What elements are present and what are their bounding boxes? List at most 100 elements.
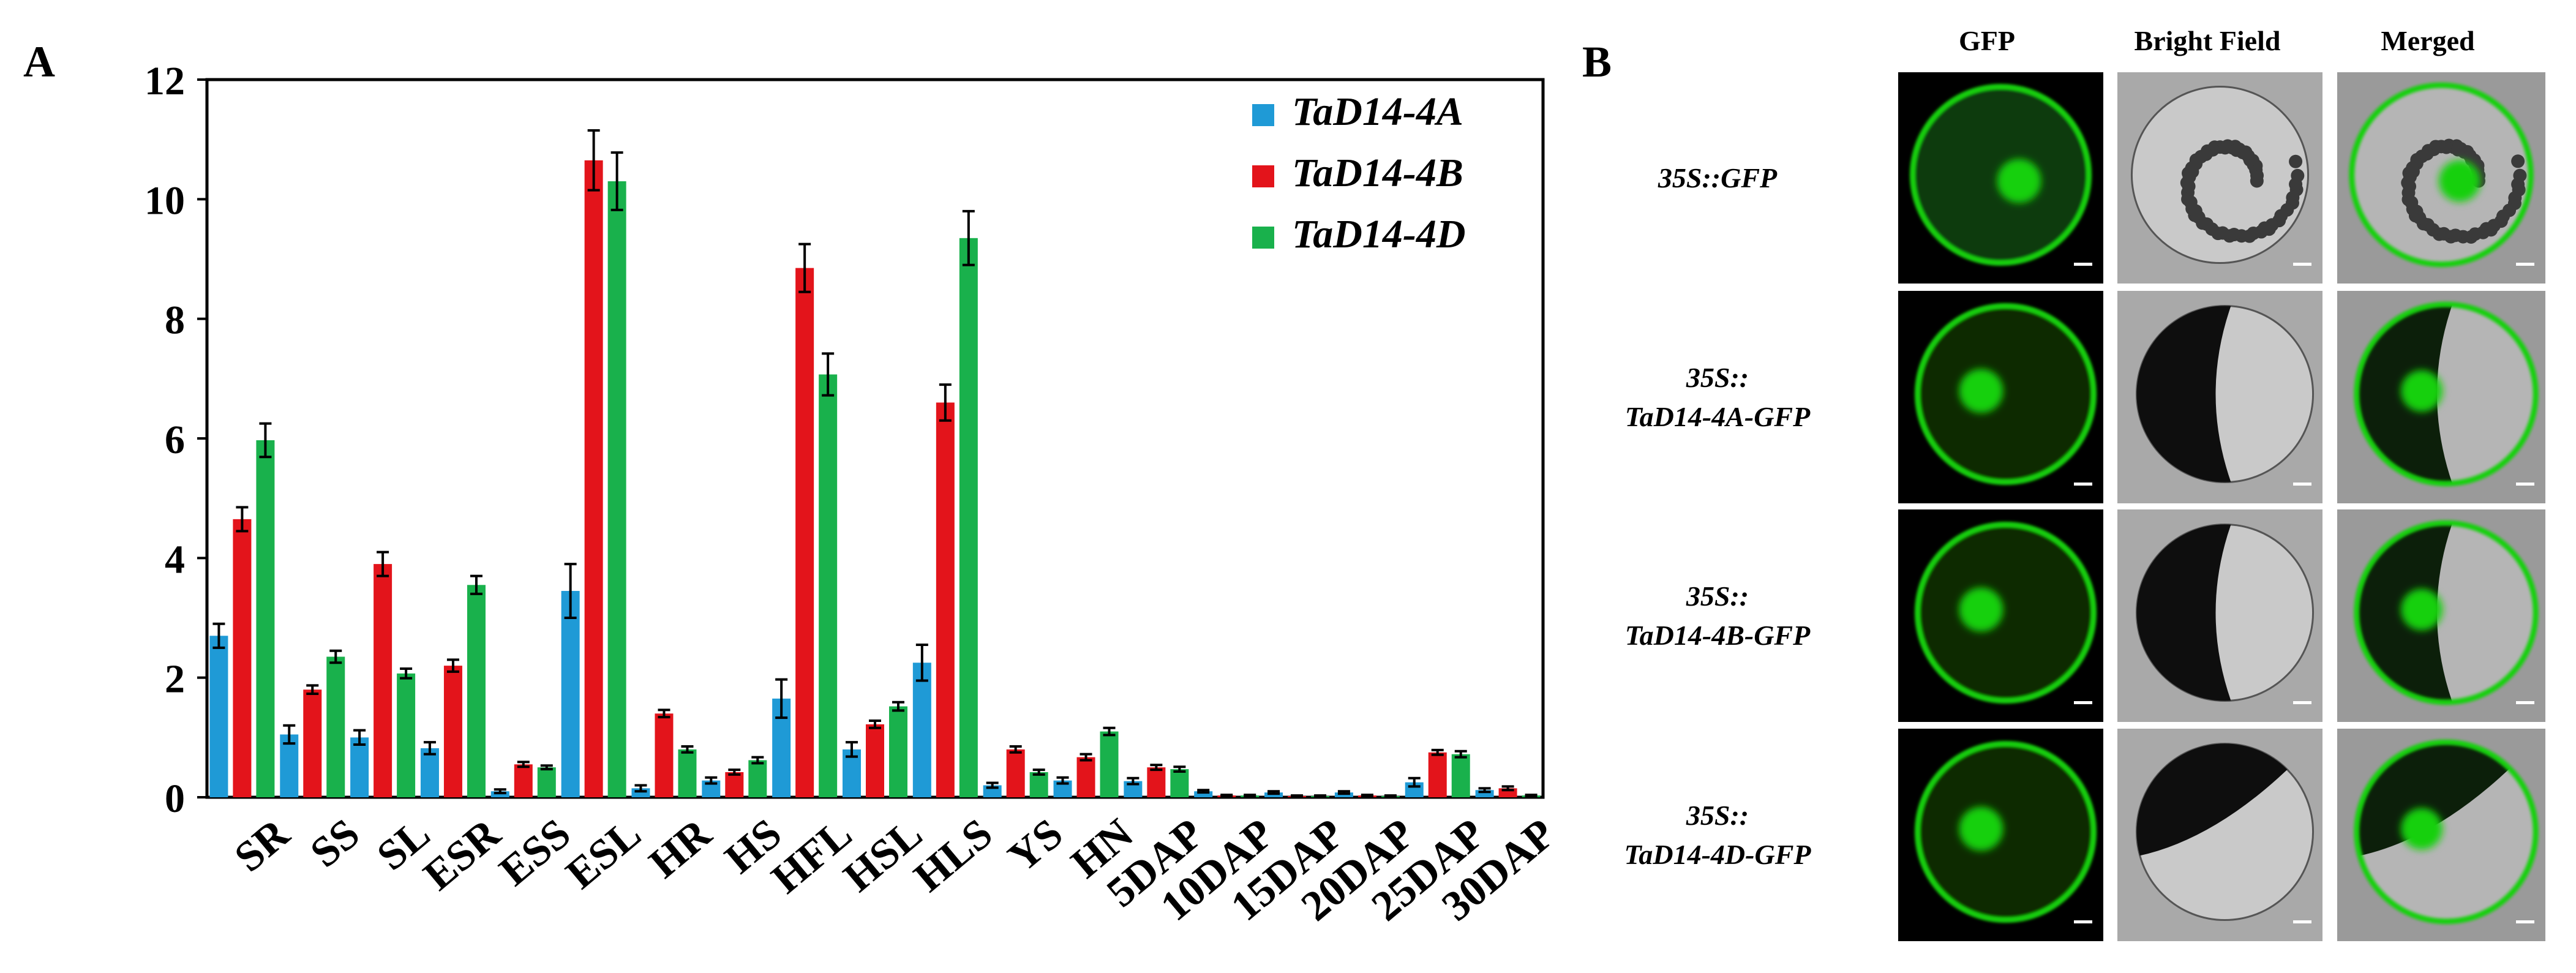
x-tick-label: HLS [906,810,1002,901]
legend-label-TaD14-4A: TaD14-4A [1292,89,1463,134]
row-label: 35S:: TaD14-4B-GFP [1574,577,1861,655]
panel-letter-a: A [23,37,55,86]
bar-TaD14-4B-SL [374,564,392,797]
bar-TaD14-4B-HR [655,713,674,797]
scale-bar [2516,263,2534,266]
bar-TaD14-4B-ESL [584,160,603,798]
bar-TaD14-4B-HS [725,772,744,797]
scale-bar [2293,263,2311,266]
bar-TaD14-4B-YS [1006,749,1025,797]
bar-TaD14-4A-HLS [912,663,931,797]
bar-TaD14-4D-ESL [607,181,626,797]
y-tick-label: 6 [165,418,185,462]
micrograph-r2-c3 [2337,291,2545,503]
y-tick-label: 12 [145,59,185,103]
x-tick-label: YS [999,810,1072,882]
micrograph-r1-c2 [2117,72,2323,284]
legend-swatch-TaD14-4B [1252,165,1274,187]
scale-bar [2074,483,2092,486]
bar-TaD14-4A-10DAP [1194,791,1213,797]
bar-TaD14-4D-5DAP [1170,769,1189,797]
scale-bar [2074,701,2092,704]
column-header-merged: Merged [2381,25,2475,56]
x-tick-label: HR [640,810,721,887]
bar-TaD14-4D-HLS [959,238,978,798]
scale-bar [2516,701,2534,704]
scale-bar [2516,483,2534,486]
bar-TaD14-4A-ESR [420,748,439,797]
x-tick-label: SR [226,810,299,881]
bar-TaD14-4D-HS [748,760,767,797]
row-label-line: TaD14-4B-GFP [1624,619,1811,651]
bar-TaD14-4A-30DAP [1475,790,1494,797]
scale-bar [2293,701,2311,704]
bar-TaD14-4B-ESS [514,764,533,797]
micrograph-r2-c2 [2117,291,2323,503]
bar-TaD14-4B-HSL [866,724,884,797]
scale-bar [2293,483,2311,486]
bar-TaD14-4B-HN [1076,757,1095,797]
row-label: 35S:: TaD14-4A-GFP [1574,358,1861,437]
chart-legend: TaD14-4A TaD14-4B TaD14-4D [1252,89,1466,257]
scale-bar [2516,920,2534,923]
y-tick-label: 2 [165,657,185,702]
bar-TaD14-4D-HFL [819,374,838,797]
micrograph-r1-c3 [2337,72,2545,284]
micrograph-r3-c3 [2337,509,2545,722]
panel-a: A 0 2 4 6 8 10 12 SR SS SL ESR ESS ESL HR HS HFL HSL HLS Y… [23,37,1564,930]
bar-TaD14-4B-25DAP [1428,752,1447,797]
micrograph-r4-c3 [2337,729,2545,941]
legend-swatch-TaD14-4A [1252,104,1274,126]
x-tick-label: SS [302,810,369,877]
bar-TaD14-4B-5DAP [1147,767,1166,797]
row-label-line: TaD14-4A-GFP [1624,400,1811,432]
micrograph-r4-c2 [2117,729,2323,941]
bar-TaD14-4D-SS [326,656,345,797]
micrograph-r1-c1 [1898,72,2103,284]
row-label-line: 35S:: [1686,799,1749,831]
legend-label-TaD14-4D: TaD14-4D [1292,212,1466,257]
column-header-gfp: GFP [1959,25,2015,56]
bar-TaD14-4B-HFL [795,268,814,797]
bar-TaD14-4A-ESL [561,591,580,797]
x-tick-label: ESS [491,810,580,895]
bar-TaD14-4A-SL [350,737,369,797]
micrograph-r3-c1 [1898,509,2103,722]
microscopy-grid [1898,72,2550,941]
row-label-line: TaD14-4D-GFP [1624,838,1811,870]
bar-TaD14-4D-25DAP [1451,754,1470,797]
y-tick-label: 0 [165,776,185,821]
chart-bars [209,129,1541,798]
x-tick-label: ESL [557,810,650,898]
panel-letter-b: B [1582,37,1612,86]
row-label: 35S:: TaD14-4D-GFP [1574,796,1861,874]
micrograph-r3-c2 [2117,509,2323,722]
scale-bar [2074,263,2092,266]
column-header-bright-field: Bright Field [2134,25,2281,56]
bar-TaD14-4D-HR [678,749,697,797]
bar-TaD14-4D-HSL [889,706,907,797]
bar-TaD14-4B-HLS [936,402,955,797]
bar-TaD14-4A-SR [209,636,228,797]
scale-bar [2074,920,2092,923]
legend-label-TaD14-4B: TaD14-4B [1292,151,1463,195]
bar-TaD14-4B-ESR [443,666,462,797]
scale-bar [2293,920,2311,923]
micrograph-r2-c1 [1898,291,2103,503]
bar-TaD14-4D-SL [397,673,416,797]
bar-TaD14-4D-ESR [467,585,486,797]
bar-TaD14-4D-YS [1029,772,1048,797]
bar-TaD14-4D-ESS [537,767,556,797]
legend-swatch-TaD14-4D [1252,227,1274,249]
row-label-line: 35S:: [1686,580,1749,612]
row-label-line: 35S:: [1686,361,1749,393]
y-tick-label: 8 [165,298,185,343]
bar-TaD14-4B-SS [303,689,322,797]
row-label: 35S::GFP [1574,159,1861,198]
bar-TaD14-4D-HN [1100,731,1119,797]
y-tick-label: 4 [165,537,185,582]
bar-TaD14-4B-SR [233,519,252,797]
micrograph-r4-c1 [1898,729,2103,941]
